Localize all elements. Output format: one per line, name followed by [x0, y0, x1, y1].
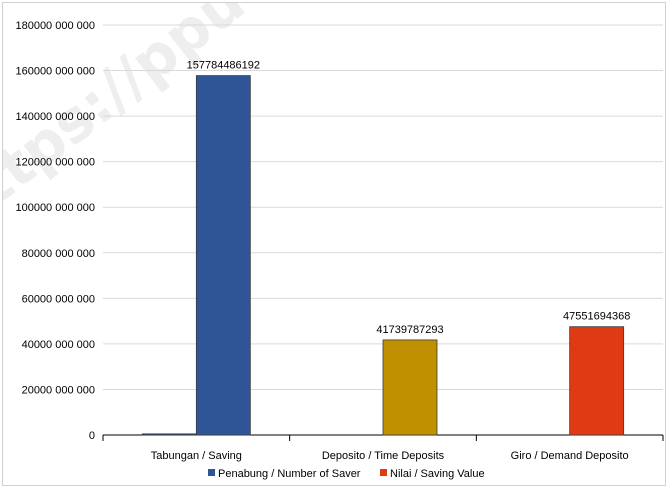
category-label: Tabungan / Saving	[151, 450, 242, 462]
legend: Penabung / Number of Saver Nilai / Saving…	[208, 468, 485, 480]
y-axis: 0 20000 000 000 40000 000 000 60000 000 000…	[15, 20, 95, 442]
y-tick-label: 20000 000 000	[22, 384, 95, 396]
bar	[195, 75, 251, 436]
data-label: 41739787293	[376, 324, 443, 336]
data-label: 157784486192	[187, 60, 260, 72]
bar	[569, 326, 625, 436]
bar	[382, 339, 438, 436]
x-axis: Tabungan / Saving Deposito / Time Deposit…	[102, 434, 664, 462]
data-labels: 157784486192 41739787293 47551694368	[187, 60, 631, 336]
y-tick-label: 120000 000 000	[15, 157, 95, 169]
legend-swatch	[380, 469, 387, 476]
y-tick-label: 60000 000 000	[22, 293, 95, 305]
y-tick-label: 160000 000 000	[15, 66, 95, 78]
y-tick-label: 0	[89, 430, 95, 442]
y-tick-label: 40000 000 000	[22, 339, 95, 351]
legend-swatch	[208, 469, 215, 476]
legend-label: Nilai / Saving Value	[390, 468, 485, 480]
data-label: 47551694368	[563, 311, 630, 323]
y-tick-label: 80000 000 000	[22, 248, 95, 260]
bars	[141, 75, 625, 436]
legend-label: Penabung / Number of Saver	[218, 468, 361, 480]
bar	[141, 433, 197, 436]
y-tick-label: 100000 000 000	[15, 202, 95, 214]
category-label: Giro / Demand Deposito	[511, 450, 629, 462]
y-tick-label: 140000 000 000	[15, 111, 95, 123]
y-tick-label: 180000 000 000	[15, 20, 95, 32]
category-label: Deposito / Time Deposits	[322, 450, 445, 462]
